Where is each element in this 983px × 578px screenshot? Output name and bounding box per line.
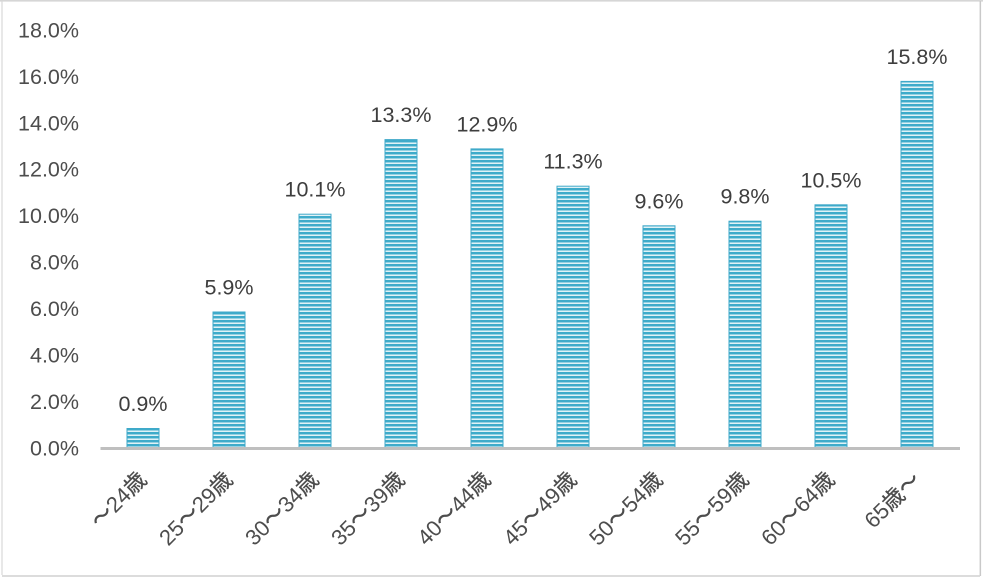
svg-text:10.0%: 10.0%	[18, 204, 79, 228]
svg-text:0.0%: 0.0%	[30, 437, 79, 461]
svg-text:8.0%: 8.0%	[30, 251, 79, 275]
svg-text:12.9%: 12.9%	[457, 112, 518, 136]
svg-text:10.5%: 10.5%	[801, 168, 862, 192]
svg-text:12.0%: 12.0%	[18, 158, 79, 182]
svg-text:5.9%: 5.9%	[204, 276, 253, 300]
svg-text:14.0%: 14.0%	[18, 111, 79, 135]
svg-text:11.3%: 11.3%	[543, 150, 602, 174]
svg-text:13.3%: 13.3%	[371, 103, 432, 127]
svg-text:18.0%: 18.0%	[18, 18, 79, 42]
svg-text:2.0%: 2.0%	[30, 390, 79, 414]
svg-text:0.9%: 0.9%	[118, 392, 167, 416]
svg-text:15.8%: 15.8%	[887, 45, 948, 69]
svg-text:9.6%: 9.6%	[634, 189, 683, 213]
svg-text:16.0%: 16.0%	[18, 65, 79, 89]
svg-text:9.8%: 9.8%	[720, 185, 769, 209]
svg-text:4.0%: 4.0%	[30, 344, 79, 368]
svg-text:10.1%: 10.1%	[285, 178, 346, 202]
svg-text:6.0%: 6.0%	[30, 297, 79, 321]
